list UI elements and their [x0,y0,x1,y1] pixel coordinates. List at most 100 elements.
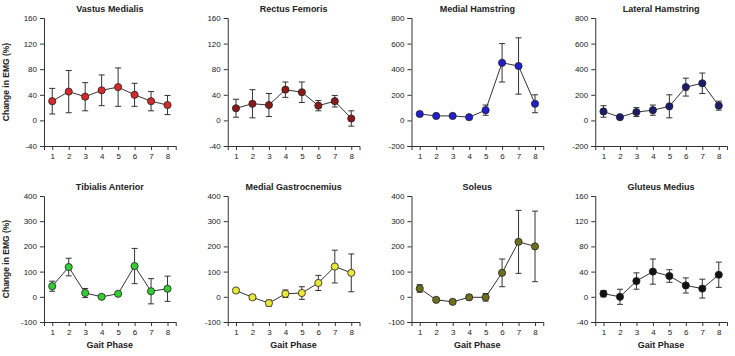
x-axis: 12345678 [412,322,544,337]
data-point [315,279,322,286]
y-tick-mark [591,69,595,70]
y-axis: -4004080120160 [207,14,228,151]
data-point [147,288,154,295]
x-tick-label: 8 [350,152,355,161]
error-bar-cap [633,272,639,273]
error-bar-cap [132,83,138,84]
y-tick-mark [224,146,228,147]
x-tick-mark [502,322,503,326]
error-bar-cap [115,106,121,107]
panel: -200020040060080012345678Medial Hamstrin… [388,4,543,161]
error-bar-cap [650,284,656,285]
data-point [531,243,538,250]
error-bar [516,210,522,273]
y-tick-mark [408,44,412,45]
y-tick: 400 [391,65,411,74]
x-tick-mark [453,146,454,150]
y-tick-mark [40,146,44,147]
error-bar [600,291,606,297]
x-tick: 3 [635,146,640,161]
y-tick-mark [40,69,44,70]
x-tick-mark [85,322,86,326]
data-point [633,108,640,115]
error-bar-cap [516,273,522,274]
x-axis-line [596,147,728,151]
y-tick-mark [408,272,412,273]
x-tick-mark [469,322,470,326]
y-tick-label: 80 [212,65,221,74]
y-tick-label: -100 [205,318,222,327]
error-bar [348,254,354,292]
x-tick: 5 [484,146,489,161]
y-tick: 600 [575,40,595,49]
panel: -400408012016012345678Rectus Femoris [207,4,360,161]
y-tick: 200 [391,242,411,251]
data-point [466,294,473,301]
x-tick: 6 [317,322,322,337]
x-tick: 8 [533,146,538,161]
y-axis: -1000100200300400 [205,192,229,327]
error-bar-cap [650,115,656,116]
x-tick: 4 [100,146,105,161]
error-bar [66,70,72,112]
error-bar [650,259,656,284]
y-tick: 160 [24,14,44,23]
data-point [82,289,89,296]
error-bar-cap [699,279,705,280]
data-point [449,298,456,305]
x-tick: 5 [668,322,673,337]
x-tick-mark [151,146,152,150]
error-bar-cap [600,105,606,106]
y-axis: -1000100200300400 [21,192,45,327]
data-point [515,62,522,69]
x-tick-label: 3 [635,328,640,337]
error-bar [315,101,321,111]
x-tick-label: 6 [317,152,322,161]
x-tick: 7 [517,322,522,337]
y-tick-label: 120 [24,40,38,49]
x-tick: 7 [701,146,706,161]
x-tick-label: 7 [333,328,338,337]
y-tick-mark [591,322,595,323]
y-axis-title: Change in EMG (%) [1,220,11,299]
error-bar [600,106,606,118]
x-tick-label: 4 [284,328,289,337]
error-bar [282,290,288,298]
y-tick-mark [224,322,228,323]
error-bar [499,44,505,82]
data-point [98,87,105,94]
error-bar-cap [516,210,522,211]
error-bar [617,289,623,304]
x-tick-label: 5 [668,328,673,337]
y-tick-label: 100 [24,268,38,277]
y-tick-label: 40 [212,91,221,100]
x-tick-label: 4 [100,152,105,161]
error-bar-cap [699,298,705,299]
x-tick-mark [252,146,253,150]
data-point [715,102,722,109]
data-point [331,263,338,270]
x-tick: 2 [67,146,72,161]
error-bar-cap [299,102,305,103]
data-point [331,98,338,105]
x-tick-mark [519,146,520,150]
data-point [416,110,423,117]
data-point [265,300,272,307]
y-tick-mark [408,246,412,247]
x-tick: 6 [500,146,505,161]
error-bar [165,276,171,301]
x-axis: 12345678 [596,322,728,337]
error-bar [266,94,272,117]
error-bar [66,258,72,276]
data-point [348,269,355,276]
x-tick: 2 [434,146,439,161]
error-bar-cap [699,73,705,74]
error-bar-cap [332,95,338,96]
error-bar-cap [348,110,354,111]
data-point [49,98,56,105]
y-tick-mark [40,322,44,323]
error-bar-cap [66,258,72,259]
data-point [115,290,122,297]
panel: -400408012016012345678Vastus MedialisCha… [1,4,176,161]
x-tick-label: 2 [434,152,439,161]
